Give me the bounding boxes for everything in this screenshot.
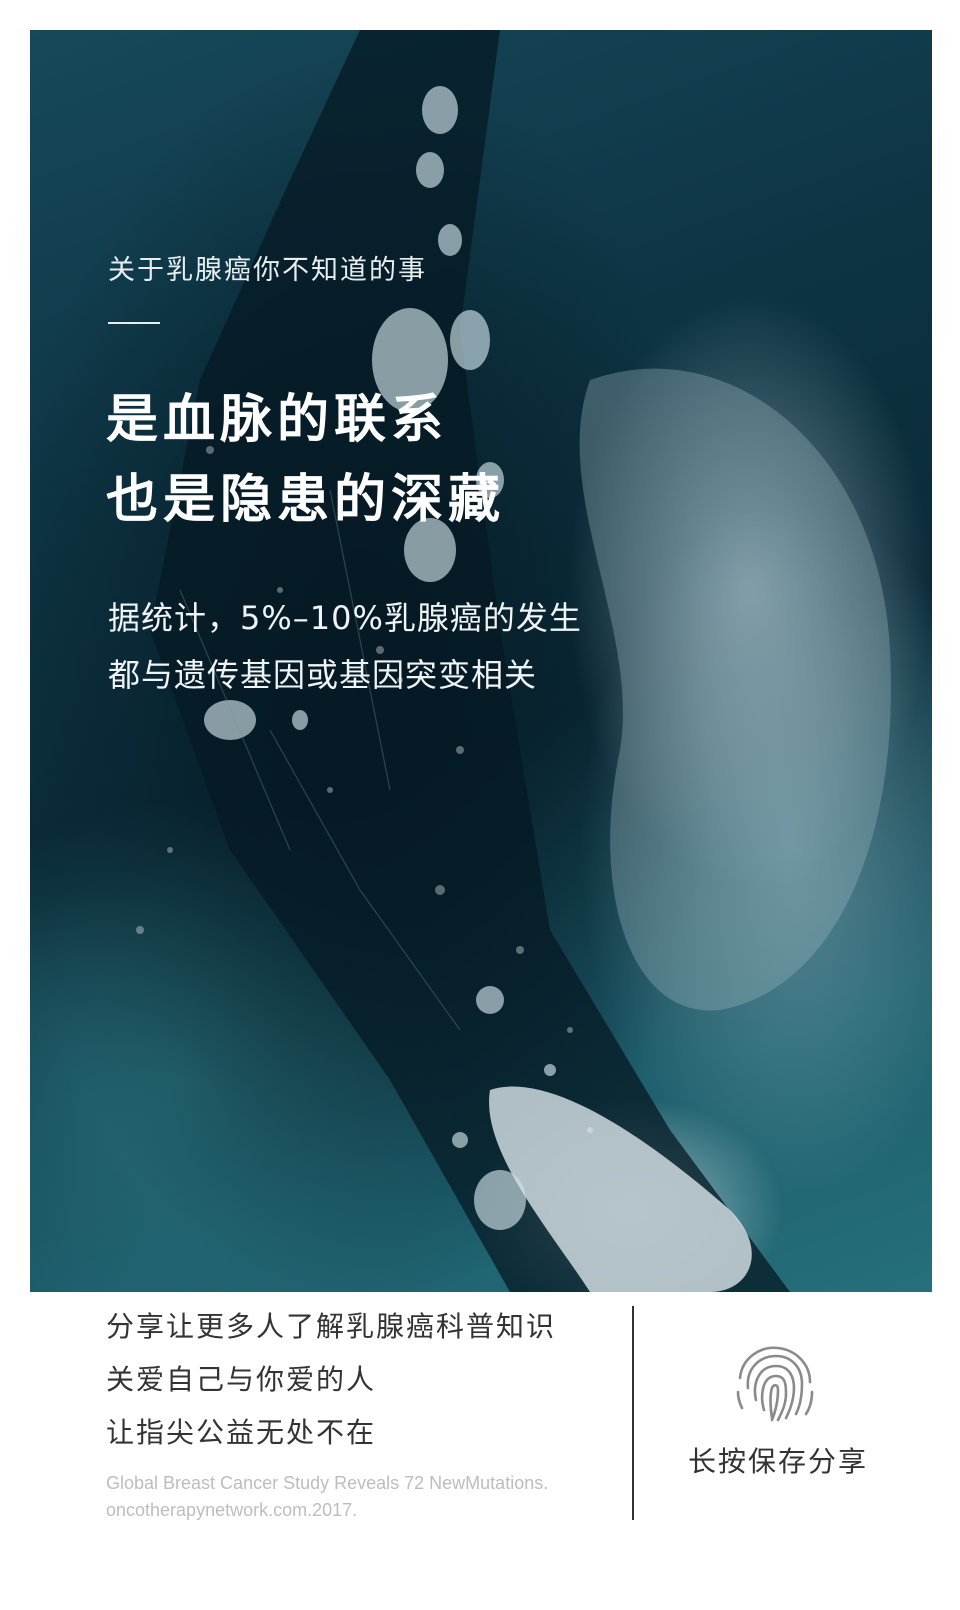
share-line-2: 关爱自己与你爱的人	[106, 1363, 377, 1396]
share-line-3: 让指尖公益无处不在	[106, 1416, 377, 1449]
source-line-1: Global Breast Cancer Study Reveals 72 Ne…	[106, 1473, 549, 1493]
share-line-1: 分享让更多人了解乳腺癌科普知识	[106, 1310, 557, 1343]
share-message: 分享让更多人了解乳腺癌科普知识 关爱自己与你爱的人 让指尖公益无处不在	[106, 1300, 556, 1459]
footer-divider	[632, 1306, 634, 1520]
source-citation: Global Breast Cancer Study Reveals 72 Ne…	[106, 1470, 548, 1524]
poster-headline: 是血脉的联系 也是隐患的深藏	[106, 380, 505, 540]
subtitle-divider	[108, 322, 160, 324]
poster-subtitle: 关于乳腺癌你不知道的事	[108, 255, 427, 286]
poster-image: 关于乳腺癌你不知道的事 是血脉的联系 也是隐患的深藏 据统计，5%–10%乳腺癌…	[30, 30, 932, 1292]
description-line-2: 都与遗传基因或基因突变相关	[108, 656, 538, 694]
headline-line-2: 也是隐患的深藏	[106, 470, 506, 530]
fingerprint-icon[interactable]	[730, 1340, 820, 1424]
save-share-label: 长按保存分享	[688, 1445, 869, 1478]
ice-texture-background	[136, 30, 891, 1292]
source-line-2: oncotherapynetwork.com.2017.	[106, 1500, 358, 1520]
description-line-1: 据统计，5%–10%乳腺癌的发生	[108, 599, 582, 637]
poster-description: 据统计，5%–10%乳腺癌的发生 都与遗传基因或基因突变相关	[108, 590, 582, 704]
headline-line-1: 是血脉的联系	[106, 390, 449, 450]
